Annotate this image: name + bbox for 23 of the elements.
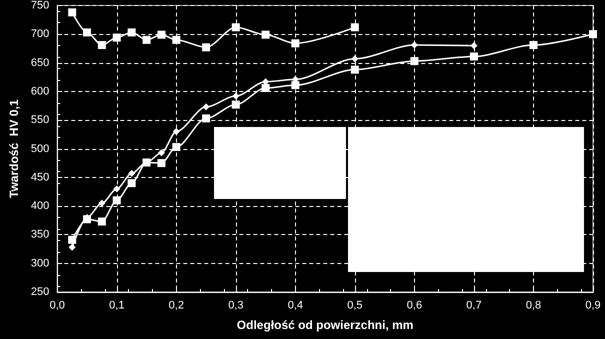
x-tick-label: 0,9	[585, 300, 601, 312]
y-tick-label: 400	[30, 200, 50, 212]
y-tick-label: 500	[30, 142, 50, 155]
x-tick-label: 0,8	[526, 300, 542, 312]
y-tick-label: 250	[30, 286, 50, 298]
x-tick-label: 0,0	[50, 300, 65, 312]
x-tick-label: 0,1	[109, 300, 124, 312]
y-tick-label: 750	[30, 0, 50, 12]
x-axis-title: Odległość od powierzchni, mm	[236, 318, 414, 332]
y-axis-title: Twardość HV 0,1	[7, 99, 21, 198]
x-tick-label: 0,6	[406, 300, 422, 312]
y-tick-label: 450	[30, 171, 50, 184]
y-tick-label: 550	[30, 114, 50, 126]
y-tick-label: 300	[30, 257, 50, 270]
y-tick-label: 600	[30, 85, 50, 98]
x-tick-label: 0,3	[228, 300, 244, 312]
y-tick-label: 700	[30, 28, 50, 40]
x-tick-label: 0,7	[466, 300, 482, 312]
x-tick-label: 0,2	[168, 300, 184, 312]
x-tick-label: 0,5	[347, 300, 363, 312]
y-tick-label: 650	[30, 56, 50, 69]
y-tick-label: 350	[30, 228, 50, 241]
x-tick-label: 0,4	[288, 300, 304, 312]
